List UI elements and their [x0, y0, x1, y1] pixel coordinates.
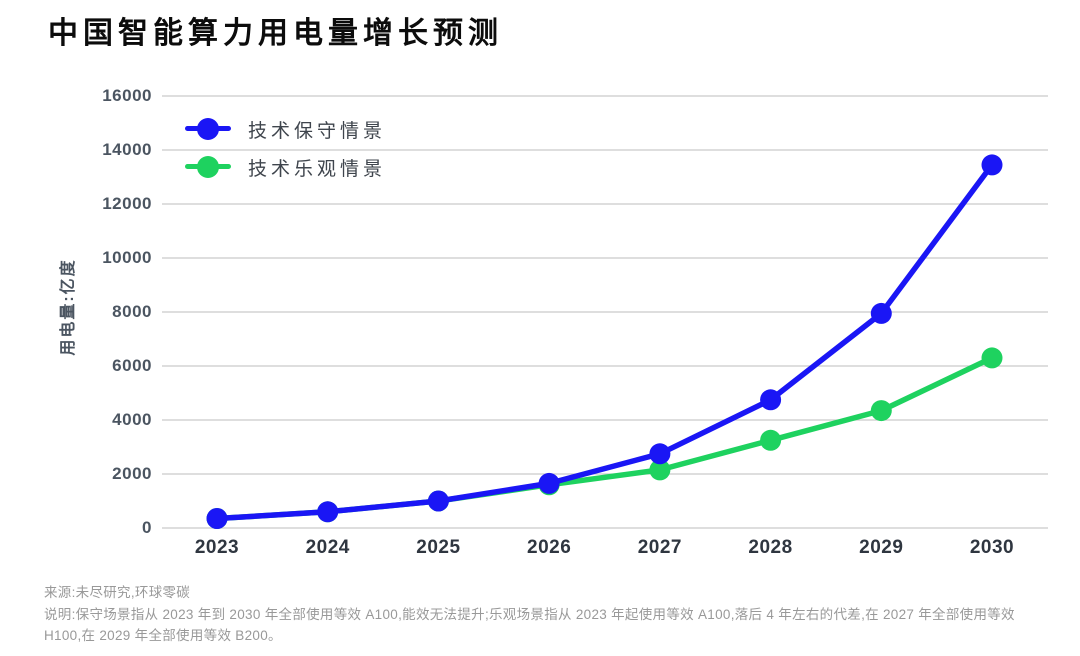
- legend-marker-optimistic-icon: [185, 155, 231, 179]
- legend-item-conservative: 技术保守情景: [185, 117, 387, 142]
- x-tick-label: 2023: [194, 537, 240, 558]
- y-tick-label: 12000: [102, 194, 152, 213]
- chart-legend: 技术保守情景 技术乐观情景: [185, 117, 387, 180]
- x-tick-label: 2030: [969, 537, 1015, 558]
- legend-label-conservative: 技术保守情景: [248, 120, 387, 142]
- y-tick-label: 16000: [102, 86, 152, 105]
- legend-item-optimistic: 技术乐观情景: [185, 155, 387, 180]
- x-tick-label: 2024: [305, 537, 350, 558]
- x-tick-label: 2026: [527, 537, 572, 558]
- x-tick-label: 2029: [859, 537, 904, 558]
- y-tick-label: 0: [142, 518, 152, 537]
- legend-label-optimistic: 技术乐观情景: [248, 158, 387, 180]
- x-tick-label: 2025: [416, 537, 461, 558]
- y-tick-label: 6000: [112, 356, 152, 375]
- legend-marker-conservative-icon: [185, 117, 231, 141]
- x-tick-label: 2028: [748, 537, 793, 558]
- y-tick-label: 4000: [112, 410, 152, 429]
- x-tick-label: 2027: [637, 537, 682, 558]
- y-tick-label: 2000: [112, 464, 152, 483]
- chart-footnote: 来源:未尽研究,环球零碳 说明:保守场景指从 2023 年到 2030 年全部使…: [44, 582, 1056, 647]
- chart-title: 中国智能算力用电量增长预测: [48, 17, 503, 50]
- y-tick-label: 10000: [102, 248, 152, 267]
- note-line: 说明:保守场景指从 2023 年到 2030 年全部使用等效 A100,能效无法…: [44, 606, 1015, 644]
- y-tick-label: 14000: [102, 140, 152, 159]
- source-line: 来源:未尽研究,环球零碳: [44, 585, 191, 600]
- y-tick-label: 8000: [112, 302, 152, 321]
- y-axis-title: 用电量:亿度: [60, 258, 77, 356]
